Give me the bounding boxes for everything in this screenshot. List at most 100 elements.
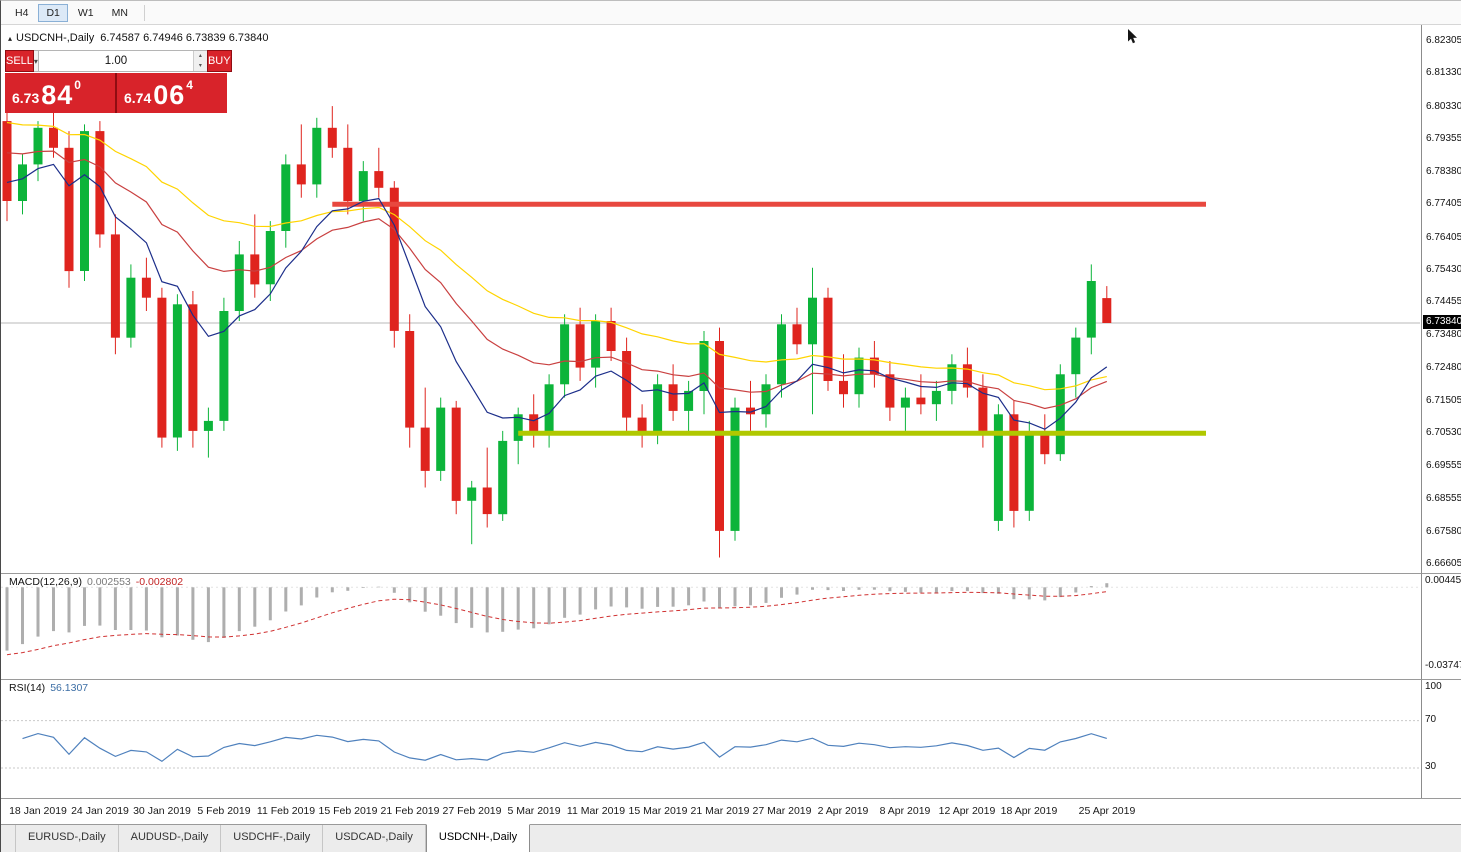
- date-axis-label: 5 Mar 2019: [507, 805, 561, 817]
- price-axis-label: 6.67580: [1426, 526, 1461, 537]
- price-axis-label: 6.75430: [1426, 264, 1461, 275]
- price-axis-label: 6.79355: [1426, 133, 1461, 144]
- timeframe-button-h4[interactable]: H4: [7, 4, 36, 22]
- macd-label: MACD(12,26,9) 0.002553 -0.002802: [9, 576, 184, 588]
- date-axis-label: 21 Mar 2019: [690, 805, 750, 817]
- volume-spinner: ▴ ▾: [192, 51, 207, 71]
- toolbar: H4 D1 W1 MN: [1, 1, 1461, 25]
- toolbar-divider: [143, 4, 145, 21]
- date-axis-label: 2 Apr 2019: [817, 805, 869, 817]
- macd-signal-value: -0.002802: [135, 576, 184, 588]
- ma-medium-line: [6, 150, 1108, 410]
- rsi-axis-70: 70: [1425, 714, 1437, 725]
- chart-symbol-label: USDCNH-,Daily: [16, 32, 95, 44]
- collapse-arrow-icon[interactable]: ▴: [8, 34, 13, 43]
- date-axis-label: 15 Feb 2019: [318, 805, 378, 817]
- rsi-axis: 100 70 30: [1421, 679, 1461, 798]
- volume-field-wrap: ▴ ▾: [38, 50, 207, 72]
- price-axis-label: 6.68555: [1426, 493, 1461, 504]
- macd-main-value: 0.002553: [86, 576, 131, 588]
- price-axis-label: 6.74455: [1426, 296, 1461, 307]
- timeframe-button-d1[interactable]: D1: [38, 4, 68, 22]
- price-axis-label: 6.76405: [1426, 232, 1461, 243]
- date-axis-label: 27 Feb 2019: [442, 805, 502, 817]
- price-axis[interactable]: 6.73840 6.82305 6.81330 6.80330 6.79355 6.78…: [1421, 25, 1461, 573]
- volume-increase-icon[interactable]: ▴: [193, 51, 207, 61]
- macd-axis-max: 0.004459: [1425, 575, 1461, 586]
- macd-axis: 0.004459 -0.037475: [1421, 573, 1461, 679]
- price-axis-label: 6.71505: [1426, 395, 1461, 406]
- date-axis-label: 27 Mar 2019: [752, 805, 812, 817]
- sell-price-pip: 0: [74, 78, 81, 92]
- chart-tab-audusddaily[interactable]: AUDUSD-,Daily: [119, 825, 222, 852]
- date-axis-label: 18 Apr 2019: [1000, 805, 1058, 817]
- date-axis-label: 30 Jan 2019: [133, 805, 191, 817]
- timeframe-buttons: H4 D1 W1 MN: [7, 3, 138, 22]
- date-axis-label: 21 Feb 2019: [380, 805, 440, 817]
- macd-panel[interactable]: MACD(12,26,9) 0.002553 -0.002802: [1, 573, 1421, 679]
- main-chart-panel[interactable]: [1, 25, 1421, 573]
- chevron-down-icon: ▾: [33, 56, 38, 66]
- chart-tabs: EURUSD-,Daily AUDUSD-,Daily USDCHF-,Daily U…: [15, 824, 531, 852]
- macd-chart[interactable]: [1, 574, 1420, 679]
- rsi-panel[interactable]: RSI(14) 56.1307: [1, 679, 1421, 798]
- ma-slow-line: [6, 121, 1107, 391]
- date-axis-label: 25 Apr 2019: [1078, 805, 1136, 817]
- date-axis-label: 15 Mar 2019: [628, 805, 688, 817]
- candlestick-chart[interactable]: [1, 25, 1420, 573]
- rsi-value: 56.1307: [50, 682, 89, 694]
- rsi-line: [22, 732, 1107, 763]
- price-axis-label: 6.69555: [1426, 460, 1461, 471]
- date-axis-label: 12 Apr 2019: [938, 805, 996, 817]
- rsi-label: RSI(14) 56.1307: [9, 682, 89, 694]
- date-axis-label: 18 Jan 2019: [9, 805, 67, 817]
- price-axis-label: 6.80330: [1426, 101, 1461, 112]
- chart-ohlc-values: 6.74587 6.74946 6.73839 6.73840: [100, 32, 269, 44]
- price-axis-label: 6.77405: [1426, 198, 1461, 209]
- price-axis-label: 6.66605: [1426, 558, 1461, 569]
- date-axis-label: 11 Mar 2019: [566, 805, 626, 817]
- chart-title: ▴ USDCNH-,Daily 6.74587 6.74946 6.73839 6.…: [8, 32, 268, 44]
- date-axis[interactable]: 18 Jan 2019 24 Jan 2019 30 Jan 2019 5 Feb 2…: [1, 798, 1461, 824]
- chart-tab-usdcaddaily[interactable]: USDCAD-,Daily: [323, 825, 426, 852]
- macd-axis-min: -0.037475: [1425, 660, 1461, 671]
- date-axis-label: 5 Feb 2019: [197, 805, 251, 817]
- chart-tab-usdcnhdaily[interactable]: USDCNH-,Daily: [425, 824, 531, 852]
- macd-histogram: [5, 583, 1109, 651]
- chart-tabs-bar: EURUSD-,Daily AUDUSD-,Daily USDCHF-,Daily U…: [1, 824, 1461, 852]
- price-axis-label: 6.81330: [1426, 67, 1461, 78]
- sell-button[interactable]: SELL: [5, 50, 34, 72]
- date-axis-label: 24 Jan 2019: [71, 805, 129, 817]
- candlestick-series: [2, 106, 1112, 558]
- date-axis-label: 11 Feb 2019: [256, 805, 316, 817]
- current-price-tag: 6.73840: [1423, 315, 1461, 329]
- sell-price-button[interactable]: 6.73 84 0: [5, 73, 115, 113]
- rsi-chart[interactable]: [1, 680, 1420, 798]
- volume-input[interactable]: [38, 51, 193, 71]
- buy-price-int: 6.74: [124, 90, 152, 106]
- buy-price-pip: 4: [186, 78, 193, 92]
- ma-fast-line: [6, 163, 1108, 430]
- buy-price-button[interactable]: 6.74 06 4: [117, 73, 227, 113]
- chart-tab-usdchfdaily[interactable]: USDCHF-,Daily: [221, 825, 324, 852]
- price-axis-label: 6.73480: [1426, 329, 1461, 340]
- rsi-axis-100: 100: [1425, 681, 1442, 692]
- price-axis-label: 6.78380: [1426, 166, 1461, 177]
- rsi-axis-30: 30: [1425, 761, 1437, 772]
- buy-price-main: 06: [153, 80, 186, 110]
- chart-tab-eurusddaily[interactable]: EURUSD-,Daily: [15, 825, 119, 852]
- timeframe-button-mn[interactable]: MN: [104, 4, 136, 22]
- price-axis-label: 6.70530: [1426, 427, 1461, 438]
- sell-price-int: 6.73: [12, 90, 40, 106]
- mouse-cursor-icon: [1128, 29, 1137, 44]
- buy-button[interactable]: BUY: [206, 50, 232, 72]
- macd-signal-line: [6, 591, 1107, 656]
- price-axis-label: 6.72480: [1426, 362, 1461, 373]
- timeframe-button-w1[interactable]: W1: [70, 4, 102, 22]
- volume-dropdown-button[interactable]: ▾: [33, 50, 39, 72]
- volume-decrease-icon[interactable]: ▾: [193, 61, 207, 71]
- date-axis-label: 8 Apr 2019: [879, 805, 931, 817]
- sell-price-main: 84: [41, 80, 74, 110]
